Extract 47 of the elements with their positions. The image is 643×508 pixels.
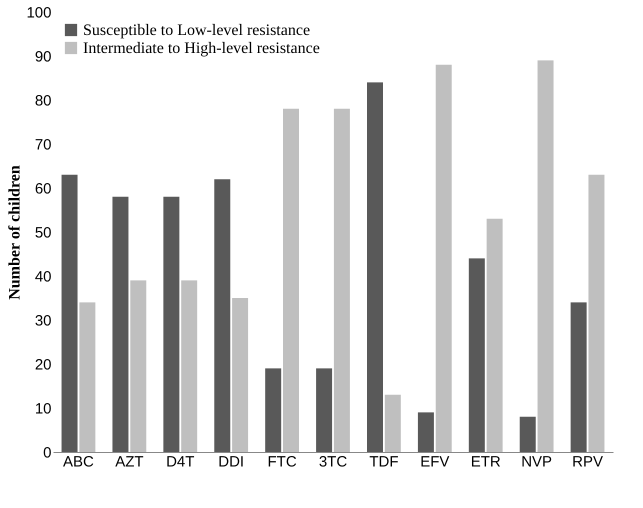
x-tick-label: NVP (521, 454, 552, 470)
bar (486, 218, 503, 452)
y-tick-label: 30 (34, 312, 52, 330)
bar (112, 196, 128, 452)
y-axis-title: Number of children (6, 165, 24, 300)
bar (538, 60, 554, 452)
bar (283, 108, 299, 452)
y-tick-label: 20 (34, 356, 52, 374)
x-tick-label: EFV (420, 454, 450, 470)
legend-label: Intermediate to High-level resistance (83, 40, 320, 57)
x-tick-label: ABC (63, 454, 94, 470)
x-tick-label: AZT (115, 454, 144, 470)
x-tick-label: FTC (268, 454, 297, 470)
bar (588, 174, 604, 452)
bar (181, 280, 198, 452)
y-tick-label: 40 (34, 268, 52, 286)
bar (436, 64, 452, 452)
bar (316, 368, 332, 452)
bar (334, 108, 350, 452)
bar (163, 196, 180, 452)
x-tick-label: DDI (218, 454, 244, 470)
bar (570, 302, 587, 452)
y-tick-label: 10 (34, 400, 52, 418)
y-tick-label: 0 (43, 444, 52, 462)
y-tick-label: 80 (34, 92, 52, 110)
bar (232, 298, 248, 452)
y-tick-label: 90 (34, 48, 52, 66)
y-tick-label: 50 (34, 224, 52, 242)
bar (468, 258, 485, 452)
bar (520, 416, 536, 452)
bar (367, 82, 383, 452)
bar (384, 394, 401, 452)
y-tick-label: 70 (34, 136, 52, 154)
y-tick-label: 60 (34, 180, 52, 198)
bar (418, 412, 434, 452)
x-tick-label: ETR (470, 454, 501, 470)
bar (130, 280, 146, 452)
x-tick-label: D4T (166, 454, 194, 470)
x-tick-label: RPV (572, 454, 603, 470)
bar (265, 368, 282, 452)
legend-label: Susceptible to Low-level resistance (83, 22, 310, 39)
bar (214, 179, 230, 452)
bar (79, 302, 96, 452)
x-tick-label: 3TC (318, 454, 348, 470)
bar (62, 174, 78, 452)
x-tick-label: TDF (369, 454, 398, 470)
y-tick-label: 100 (26, 4, 52, 22)
